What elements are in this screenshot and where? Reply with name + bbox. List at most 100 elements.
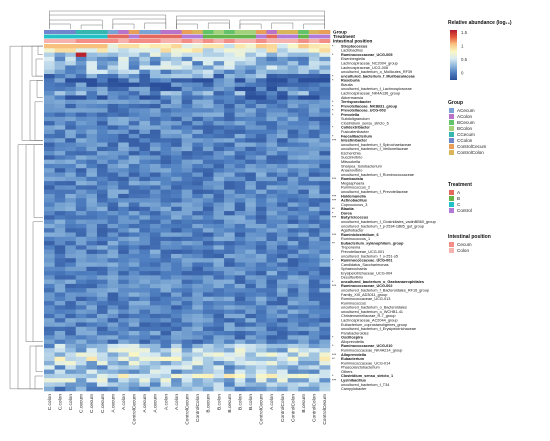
heatmap-cell — [308, 133, 320, 139]
heatmap-cell — [287, 73, 299, 79]
heatmap-cell — [86, 335, 98, 340]
heatmap-cell — [149, 125, 161, 130]
position-annotation-cell — [128, 39, 140, 43]
heatmap-cell — [86, 322, 98, 328]
heatmap-cell — [224, 296, 235, 302]
heatmap-cell — [139, 61, 151, 66]
heatmap-cell — [128, 86, 140, 92]
group-annotation-cell — [287, 30, 299, 34]
heatmap-cell — [86, 142, 98, 148]
heatmap-cell — [118, 331, 130, 336]
heatmap-cell — [86, 48, 98, 53]
heatmap-cell — [149, 373, 161, 379]
heatmap-cell — [118, 339, 130, 345]
heatmap-cell — [277, 223, 288, 229]
heatmap-cell — [54, 142, 66, 148]
heatmap-cell — [160, 356, 172, 362]
heatmap-cell — [298, 202, 310, 208]
heatmap-cell — [128, 91, 140, 96]
heatmap-cell — [181, 44, 193, 49]
heatmap-cell — [266, 155, 278, 160]
heatmap-cell — [128, 44, 140, 49]
heatmap-cell — [86, 206, 98, 212]
heatmap-cell — [96, 386, 108, 392]
heatmap-cell — [202, 215, 214, 220]
heatmap-cell — [86, 121, 98, 126]
heatmap-cell — [319, 159, 331, 165]
heatmap-cell — [308, 288, 320, 293]
heatmap-cell — [308, 116, 320, 122]
heatmap-cell — [266, 125, 278, 130]
heatmap-cell — [44, 168, 55, 173]
heatmap-cell — [181, 241, 193, 246]
treatment-annotation-cell — [160, 34, 172, 39]
heatmap-cell — [266, 386, 278, 392]
heatmap-cell — [224, 116, 235, 122]
significance-mark: * — [332, 104, 334, 108]
heatmap-cell — [139, 211, 151, 216]
heatmap-cell — [107, 288, 119, 293]
heatmap-cell — [86, 339, 98, 345]
heatmap-cell — [149, 335, 161, 340]
heatmap-cell — [213, 138, 225, 143]
heatmap-cell — [171, 228, 182, 233]
heatmap-cell — [139, 219, 151, 225]
column-label: B.cecum — [301, 394, 307, 413]
heatmap-cell — [202, 95, 214, 100]
row-label: Christensenellaceae_R-7_group — [341, 314, 395, 318]
heatmap-cell — [139, 99, 151, 105]
heatmap-cell — [65, 121, 77, 126]
heatmap-cell — [213, 305, 225, 310]
heatmap-cell — [128, 185, 140, 190]
heatmap-cell — [139, 82, 151, 88]
heatmap-cell — [86, 215, 98, 220]
heatmap-cell — [319, 86, 331, 92]
heatmap-cell — [224, 369, 235, 375]
heatmap-cell — [224, 258, 235, 263]
heatmap-cell — [75, 198, 87, 203]
heatmap-cell — [118, 168, 130, 173]
position-annotation-cell — [118, 39, 130, 43]
heatmap-cell — [107, 86, 119, 92]
heatmap-cell — [160, 133, 172, 139]
heatmap-cell — [75, 78, 87, 83]
heatmap-cell — [266, 378, 278, 383]
heatmap-cell — [224, 44, 235, 49]
heatmap-cell — [128, 219, 140, 225]
heatmap-cell — [86, 326, 98, 332]
heatmap-cell — [160, 181, 172, 186]
heatmap-cell — [171, 271, 182, 276]
heatmap-cell — [202, 249, 214, 255]
heatmap-cell — [107, 236, 119, 242]
heatmap-cell — [181, 339, 193, 345]
heatmap-cell — [234, 142, 246, 148]
heatmap-cell — [160, 386, 172, 392]
heatmap-cell — [65, 133, 77, 139]
heatmap-cell — [181, 91, 193, 96]
heatmap-cell — [128, 266, 140, 272]
heatmap-cell — [44, 386, 55, 392]
heatmap-cell — [118, 249, 130, 255]
heatmap-cell — [96, 262, 108, 268]
heatmap-cell — [65, 305, 77, 310]
heatmap-cell — [160, 146, 172, 152]
heatmap-cell — [245, 331, 257, 336]
heatmap-cell — [160, 223, 172, 229]
heatmap-cell — [118, 283, 130, 289]
heatmap-cell — [266, 189, 278, 195]
heatmap-cell — [224, 271, 235, 276]
heatmap-cell — [65, 361, 77, 366]
heatmap-cell — [139, 365, 151, 370]
heatmap-cell — [245, 48, 257, 53]
significance-mark: ** — [332, 357, 335, 361]
treatment-annotation-cell — [234, 34, 246, 39]
heatmap-cell — [224, 386, 235, 392]
heatmap-cell — [277, 181, 288, 186]
heatmap-cell — [128, 288, 140, 293]
heatmap-cell — [192, 121, 204, 126]
heatmap-cell — [287, 69, 299, 75]
heatmap-cell — [298, 266, 310, 272]
heatmap-cell — [202, 322, 214, 328]
heatmap-cell — [308, 181, 320, 186]
heatmap-cell — [181, 322, 193, 328]
